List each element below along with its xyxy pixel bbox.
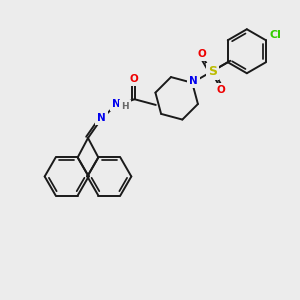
Text: O: O: [129, 74, 138, 83]
Text: Cl: Cl: [270, 30, 281, 40]
Text: O: O: [197, 49, 206, 58]
Text: N: N: [189, 76, 198, 86]
Text: N: N: [97, 113, 106, 123]
Text: H: H: [121, 102, 129, 111]
Text: N: N: [112, 99, 121, 109]
Text: O: O: [216, 85, 225, 95]
Text: S: S: [208, 65, 217, 78]
